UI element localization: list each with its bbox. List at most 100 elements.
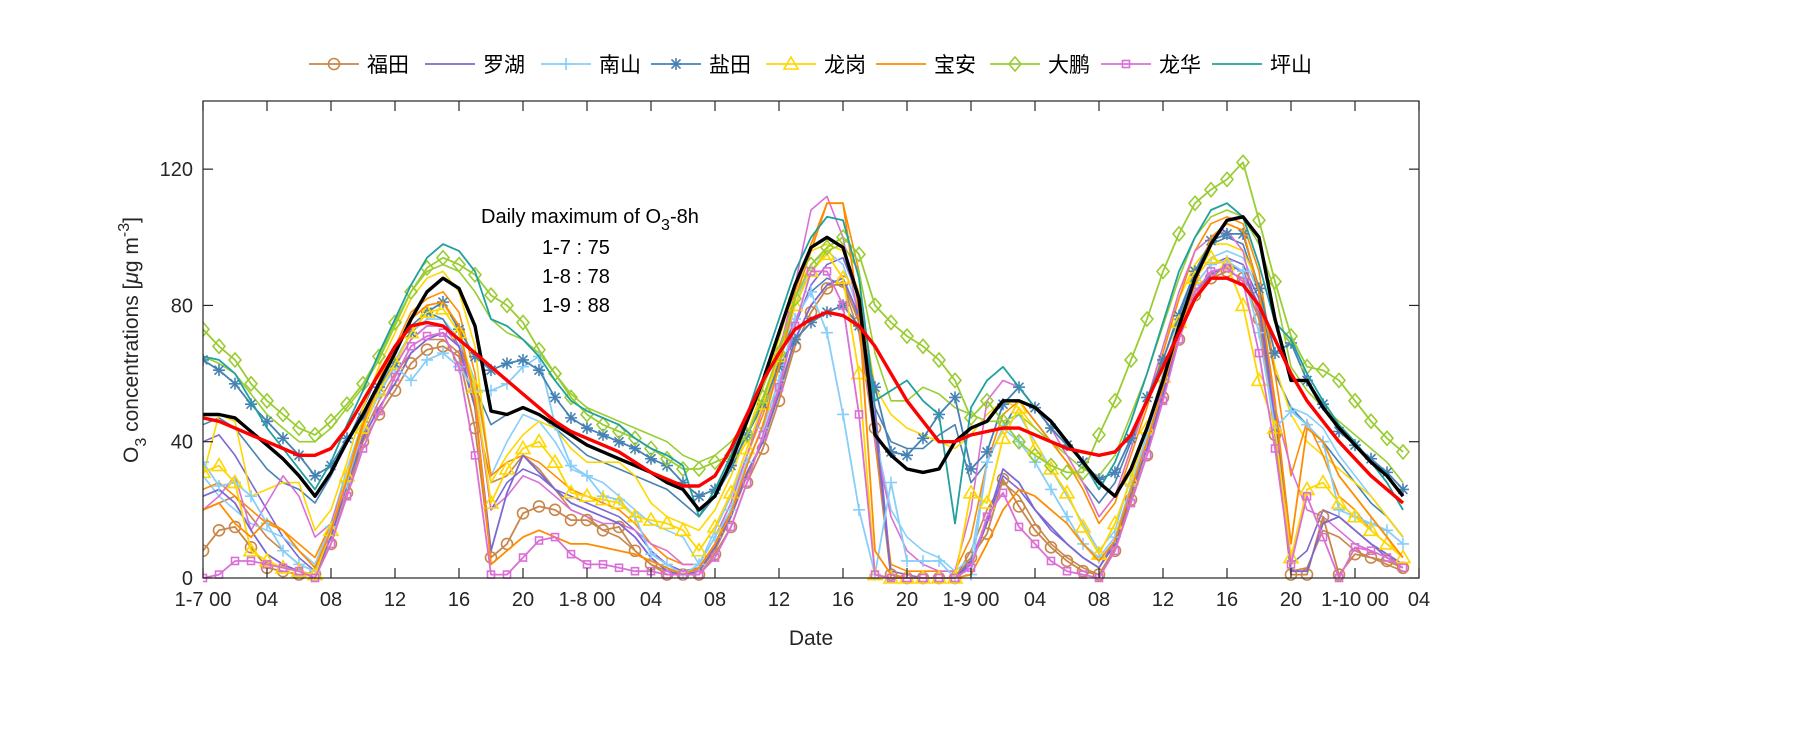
series-7-point-50	[998, 488, 1008, 498]
series-3-point-20	[517, 353, 529, 366]
series-4-point-75	[1394, 548, 1412, 564]
series-4-point-63	[1202, 249, 1220, 264]
series-0-point-25	[596, 523, 610, 537]
series-7-point-32	[710, 553, 720, 562]
legend-item-1[interactable]: 罗湖	[425, 54, 525, 77]
series-7-point-58	[1126, 498, 1136, 508]
series-2-point-54	[1061, 510, 1073, 523]
annotation-line-3: 1-9 : 88	[542, 295, 610, 317]
series-7-point-22	[550, 532, 560, 542]
series-6-point-13	[403, 283, 419, 301]
series-4-point-1	[210, 456, 228, 472]
series-3-point-54	[1061, 439, 1073, 452]
series-7-point-6	[294, 566, 304, 576]
series-7-point-69	[1302, 491, 1312, 501]
legend-item-5[interactable]: 宝安	[876, 54, 976, 77]
series-6-point-42	[867, 297, 883, 314]
series-3-point-57	[1109, 466, 1121, 479]
series-3-point-30	[677, 476, 689, 489]
x-tick-label-2: 08	[320, 589, 342, 611]
series-0-point-48	[964, 551, 978, 564]
series-4-point-33	[722, 484, 740, 499]
series-6-point-20	[515, 314, 531, 331]
series-6-point-66	[1251, 212, 1267, 229]
series-7-point-14	[422, 331, 432, 341]
series-3-point-17	[469, 350, 481, 363]
series-0-point-73	[1364, 551, 1378, 564]
series-4-line	[203, 253, 1404, 579]
series-6-point-1	[211, 338, 227, 355]
series-4-point-3	[242, 542, 260, 557]
legend-label-8: 坪山	[1270, 54, 1312, 77]
series-2-point-0	[203, 456, 209, 469]
series-6-point-75	[1395, 443, 1411, 461]
series-0-point-39	[820, 282, 834, 295]
y-title-sup: -3	[116, 223, 133, 237]
series-6-point-32	[707, 453, 723, 471]
plot-area	[203, 101, 1419, 578]
series-3-point-75	[1397, 483, 1409, 496]
series-3-point-18	[485, 364, 497, 377]
x-tick-label-17: 20	[1280, 589, 1302, 611]
series-3-point-5	[277, 432, 289, 445]
legend-item-3[interactable]: 盐田	[651, 54, 751, 77]
series-4-point-2	[226, 474, 244, 489]
series-7-point-59	[1142, 451, 1152, 460]
series-7-point-70	[1318, 532, 1328, 542]
series-4-point-72	[1346, 508, 1364, 523]
series-6-point-61	[1171, 225, 1187, 243]
series-7-point-74	[1382, 553, 1392, 562]
series-4-point-14	[418, 303, 436, 319]
y-tick-label-0: 0	[182, 568, 193, 590]
series-6-point-8	[323, 413, 339, 430]
series-2-point-74	[1381, 524, 1393, 537]
series-7-point-10	[358, 444, 368, 453]
series-6-point-46	[931, 351, 947, 369]
series-4-point-39	[818, 245, 836, 261]
y-tick-label-120: 120	[160, 159, 193, 181]
series-6-point-11	[371, 348, 387, 365]
series-4-point-49	[978, 494, 996, 509]
series-3-point-73	[1365, 452, 1377, 465]
legend-item-6[interactable]: 大鹏	[990, 54, 1090, 77]
legend-item-7[interactable]: 龙华	[1101, 54, 1201, 77]
series-3-point-38	[805, 316, 817, 329]
series-2-point-5	[277, 544, 289, 557]
series-7-point-41	[854, 410, 864, 419]
series-2-point-13	[405, 374, 417, 387]
series-3-point-50	[997, 398, 1009, 411]
series-4-point-23	[562, 484, 580, 499]
series-6-point-29	[659, 450, 675, 467]
x-tick-label-0: 1-7 00	[175, 589, 232, 611]
y-tick-label-80: 80	[171, 295, 193, 317]
legend-marker-diamond-icon	[1007, 55, 1023, 73]
series-4-point-50	[994, 429, 1012, 445]
series-4-point-4	[258, 552, 276, 567]
series-7-line	[203, 266, 1404, 579]
legend-item-2[interactable]: 南山	[541, 54, 641, 77]
series-3-point-31	[693, 490, 705, 503]
x-tick-label-8: 08	[704, 589, 726, 611]
series-6-point-30	[675, 460, 691, 478]
series-6-point-51	[1011, 433, 1027, 450]
x-tick-label-6: 1-8 00	[559, 589, 616, 611]
series-7-point-11	[374, 406, 384, 416]
x-tick-label-9: 12	[768, 589, 790, 611]
legend-item-4[interactable]: 龙岗	[766, 54, 866, 77]
series-2-point-38	[805, 285, 817, 298]
series-3-point-2	[229, 377, 241, 390]
series-6-point-49	[979, 392, 995, 410]
series-7-point-67	[1270, 444, 1280, 453]
series-0-point-71	[1332, 568, 1346, 581]
series-3-point-1	[213, 364, 225, 377]
series-4-point-70	[1314, 474, 1332, 489]
legend-item-0[interactable]: 福田	[309, 54, 409, 77]
legend-item-8[interactable]: 坪山	[1212, 54, 1312, 77]
series-2-point-41	[853, 503, 865, 516]
series-2-point-15	[437, 347, 449, 360]
series-4-point-57	[1106, 514, 1124, 530]
series-3-point-67	[1269, 347, 1281, 360]
series-4-point-31	[690, 542, 708, 557]
series-3-point-44	[901, 449, 913, 462]
series-4-point-52	[1026, 439, 1044, 455]
